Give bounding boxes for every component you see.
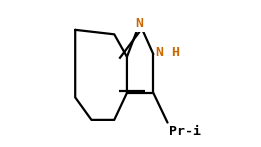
Text: N: N [136,17,144,30]
Text: N H: N H [156,46,180,59]
Text: Pr-i: Pr-i [169,125,201,138]
